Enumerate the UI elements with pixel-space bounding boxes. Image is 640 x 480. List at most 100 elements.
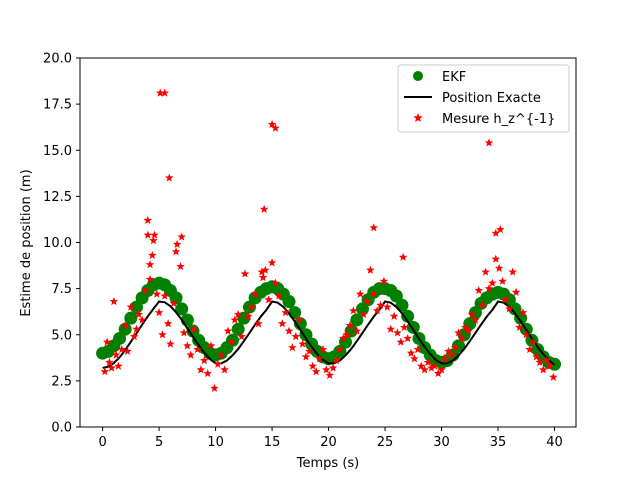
mesure-point: [132, 324, 141, 333]
mesure-point: [257, 267, 267, 276]
mesure-point: [160, 88, 170, 97]
mesure-point: [120, 321, 130, 330]
mesure-point: [535, 357, 545, 367]
mesure-point: [538, 365, 548, 374]
mesure-point: [454, 328, 463, 337]
legend-marker-mesure: [413, 113, 423, 123]
mesure-point: [152, 289, 162, 298]
mesure-point: [406, 348, 416, 357]
mesure-point: [522, 330, 531, 339]
mesure-point: [189, 324, 199, 333]
mesure-point: [349, 306, 358, 315]
mesure-point: [528, 337, 538, 346]
mesure-point: [155, 88, 165, 97]
mesure-point: [511, 287, 521, 296]
mesure-point: [244, 311, 253, 320]
y-axis: 0.0 2.5 5.0 7.5 10.0 12.5 15.0 17.5 20.0: [43, 52, 80, 436]
mesure-point: [399, 322, 409, 332]
x-tick-label: 35: [490, 435, 507, 450]
mesure-point: [258, 273, 268, 282]
legend-marker-ekf: [413, 71, 423, 81]
mesure-point: [389, 311, 399, 320]
mesure-point: [332, 356, 341, 365]
mesure-point: [464, 326, 473, 335]
mesure-point: [342, 330, 351, 339]
mesure-point: [200, 356, 209, 365]
mesure-point: [437, 365, 446, 374]
mesure-point: [359, 309, 368, 319]
mesure-point: [335, 345, 345, 354]
mesure-point: [498, 276, 507, 285]
mesure-point: [430, 361, 440, 370]
mesure-point: [216, 350, 226, 359]
mesure-point: [396, 337, 406, 346]
star-icon: [413, 113, 423, 123]
mesure-point: [171, 247, 181, 256]
mesure-point: [491, 254, 501, 263]
mesure-point: [398, 252, 408, 261]
mesure-point: [369, 223, 379, 232]
x-axis: 0 5 10 15 20 25 30 35 40: [98, 427, 563, 450]
mesure-point: [505, 304, 514, 313]
mesure-point: [474, 285, 484, 295]
mesure-point: [284, 326, 294, 335]
y-tick-label: 10.0: [43, 236, 72, 251]
mesure-point: [549, 372, 558, 381]
mesure-point: [183, 341, 192, 350]
mesure-point: [440, 354, 450, 363]
exact-position-line: [102, 300, 556, 369]
x-tick-label: 0: [98, 435, 106, 450]
mesure-point: [129, 332, 139, 341]
mesure-point: [145, 260, 155, 269]
mesure-point: [193, 345, 202, 354]
mesure-point: [149, 236, 158, 245]
mesure-point: [134, 309, 144, 319]
mesure-point: [114, 361, 123, 370]
mesure-point: [267, 119, 277, 129]
mesure-point: [166, 339, 175, 348]
mesure-point: [501, 295, 511, 304]
mesure-point: [423, 357, 433, 367]
mesure-point: [274, 291, 284, 300]
mesure-point: [433, 369, 443, 378]
mesure-point: [250, 289, 260, 298]
mesure-point: [525, 345, 534, 354]
mesure-point: [542, 356, 551, 365]
mesure-point: [416, 361, 426, 370]
mesure-point: [277, 319, 287, 328]
mesure-point: [444, 346, 453, 355]
y-tick-label: 5.0: [51, 328, 72, 343]
mesure-point: [233, 309, 243, 319]
mesure-point: [372, 306, 382, 315]
x-tick-label: 40: [546, 435, 563, 450]
mesure-point: [484, 138, 494, 147]
mesure-point: [145, 274, 155, 284]
ekf-point: [118, 322, 132, 336]
mesure-point: [315, 354, 324, 363]
mesure-point: [369, 289, 379, 298]
mesure-point: [220, 365, 229, 374]
mesure-point: [141, 285, 150, 295]
x-tick-label: 25: [377, 435, 394, 450]
ekf-point: [124, 311, 138, 325]
y-tick-label: 12.5: [43, 190, 72, 205]
y-tick-label: 15.0: [43, 144, 72, 159]
x-tick-label: 30: [433, 435, 450, 450]
mesure-point: [117, 345, 127, 354]
mesure-point: [163, 319, 173, 328]
mesure-point: [288, 343, 297, 352]
mesure-point: [107, 363, 116, 372]
mesure-point: [508, 267, 518, 276]
y-tick-label: 20.0: [43, 52, 72, 67]
mesure-point: [515, 322, 524, 332]
ekf-point: [282, 295, 296, 309]
mesure-point: [143, 230, 153, 239]
mesure-point: [345, 321, 355, 330]
mesure-point: [102, 337, 112, 346]
mesure-point: [328, 363, 338, 372]
mesure-point: [403, 333, 412, 343]
x-tick-label: 15: [264, 435, 281, 450]
mesure-point: [471, 315, 480, 324]
mesure-point: [227, 337, 236, 346]
mesure-point: [254, 319, 263, 328]
